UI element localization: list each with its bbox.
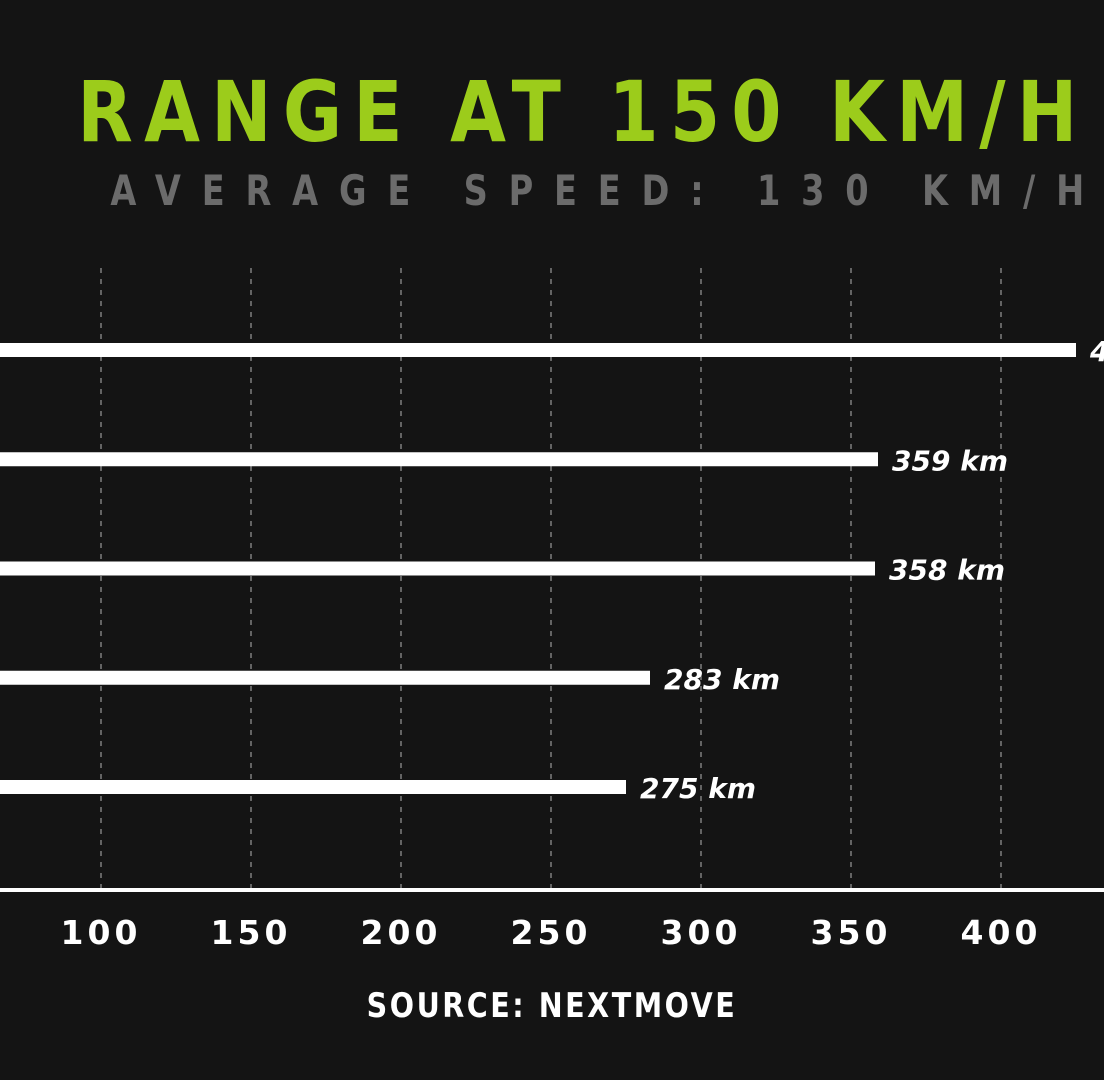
bar-2 — [0, 452, 878, 467]
chart-subtitle: AVERAGE SPEED: 130 KM/H — [110, 166, 1104, 215]
bar-value-label-1: 4 — [1089, 335, 1104, 368]
source-note: SOURCE: NEXTMOVE — [366, 986, 738, 1026]
bar-value-label-4: 283 km — [664, 663, 780, 696]
bar-value-label-2: 359 km — [892, 444, 1008, 477]
x-tick-label-150: 150 — [211, 913, 292, 952]
x-tick-label-250: 250 — [511, 913, 592, 952]
x-tick-label-350: 350 — [811, 913, 892, 952]
bars: 4 359 km 358 km 283 km 275 km — [0, 335, 1104, 805]
x-tick-label-400: 400 — [961, 913, 1042, 952]
x-tick-labels: 100 150 200 250 300 350 400 — [61, 913, 1042, 952]
chart-title: RANGE AT 150 KM/H — [77, 63, 1089, 161]
x-tick-label-300: 300 — [661, 913, 742, 952]
x-tick-label-200: 200 — [361, 913, 442, 952]
bar-5 — [0, 780, 626, 794]
bar-1 — [0, 343, 1076, 357]
bar-4 — [0, 670, 650, 685]
grid-lines — [100, 268, 1002, 888]
bar-value-label-3: 358 km — [889, 554, 1005, 587]
x-tick-label-100: 100 — [61, 913, 142, 952]
bar-value-label-5: 275 km — [640, 772, 756, 805]
bar-3 — [0, 561, 875, 576]
